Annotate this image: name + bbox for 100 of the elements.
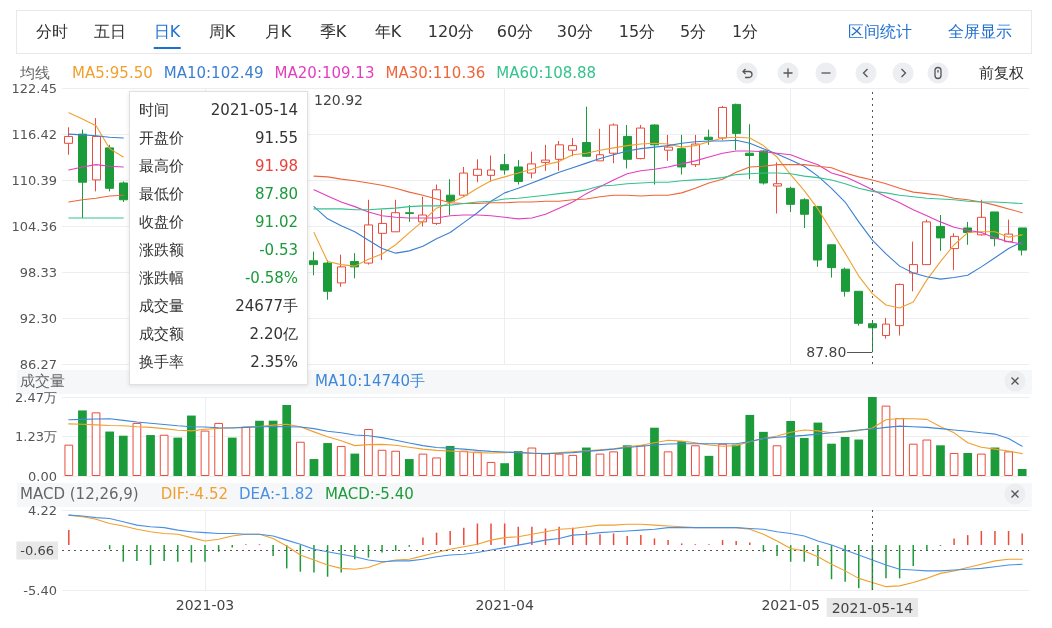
- text: 年K: [374, 21, 402, 43]
- bar: [473, 451, 482, 476]
- text: 15分: [618, 21, 656, 43]
- annotation: 成交额: [139, 324, 184, 344]
- bar: [173, 437, 183, 476]
- candlestick: [990, 211, 999, 247]
- candlestick: [882, 317, 890, 340]
- bar: [799, 437, 809, 476]
- candlestick: [704, 129, 713, 146]
- text: 60分: [496, 21, 534, 43]
- text: MA10:14740手: [315, 372, 426, 390]
- candlestick: [677, 134, 686, 176]
- annotation: 换手率: [139, 352, 184, 372]
- bar: [908, 443, 918, 476]
- candlestick: [105, 144, 114, 192]
- bar: [786, 420, 796, 476]
- bar: [527, 447, 537, 476]
- bar: [132, 422, 142, 476]
- candlestick: [895, 283, 904, 337]
- bar: [731, 444, 741, 476]
- candlestick: [841, 267, 850, 298]
- candlestick: [555, 140, 564, 172]
- candlestick: [718, 105, 727, 141]
- bar: [840, 436, 850, 476]
- text: MACD:-5.40: [324, 485, 414, 503]
- text: 前复权: [979, 64, 1024, 82]
- candlestick: [582, 106, 591, 158]
- candlestick: [745, 123, 754, 180]
- y-tick-label: 1.23万: [15, 429, 57, 445]
- bar: [609, 451, 618, 476]
- text: 1分: [731, 21, 759, 43]
- bar: [227, 437, 237, 476]
- annotation: 87.80: [255, 184, 298, 204]
- bar: [772, 445, 782, 476]
- text: 五日: [94, 21, 126, 43]
- candlestick: [64, 126, 73, 156]
- annotation: 91.98: [255, 156, 298, 176]
- bar: [377, 449, 387, 476]
- text: 区间统计: [848, 21, 912, 43]
- candlestick: [650, 123, 659, 185]
- bar: [827, 443, 836, 476]
- annotation: 涨跌额: [139, 240, 184, 260]
- bar: [881, 405, 891, 476]
- legend-title: 成交量: [20, 372, 65, 390]
- text: MA20:109.13: [274, 64, 375, 82]
- bar: [513, 451, 523, 476]
- bar: [418, 453, 428, 476]
- annotation: 2021-05-14: [210, 100, 298, 120]
- candlestick: [568, 137, 577, 157]
- candlestick: [78, 129, 87, 219]
- annotation: -0.58%: [244, 268, 298, 288]
- x-tick-label: 2021-04: [475, 597, 534, 613]
- bar: [963, 452, 973, 476]
- candlestick: [854, 290, 863, 327]
- candlestick: [541, 144, 550, 172]
- annotation: 收盘价: [139, 212, 184, 232]
- candlestick: [922, 219, 931, 266]
- x-tick-label: 2021-03: [175, 597, 235, 613]
- candlestick: [337, 254, 346, 288]
- annotation: 时间: [139, 100, 169, 120]
- bar: [1004, 451, 1013, 476]
- y-tick-label: 122.45: [11, 80, 57, 96]
- series-label: DIF:-4.52: [160, 485, 229, 503]
- candlestick: [609, 122, 618, 164]
- bar: [895, 418, 904, 476]
- bar: [159, 434, 169, 476]
- bar: [459, 450, 469, 476]
- bar: [500, 463, 509, 476]
- annotation: 最低价: [139, 184, 184, 204]
- ref-line-label: -0.66: [20, 543, 54, 559]
- bar: [391, 450, 401, 476]
- bar: [582, 447, 591, 476]
- bar: [364, 428, 373, 476]
- text: 30分: [556, 21, 594, 43]
- bar: [636, 445, 646, 476]
- legend-title: 均线: [20, 64, 50, 82]
- y-tick-label: 4.22: [28, 502, 57, 518]
- y-tick-label: 98.33: [19, 264, 57, 280]
- y-tick-label: 110.39: [11, 172, 57, 188]
- candlestick: [309, 251, 318, 276]
- bar: [745, 414, 755, 476]
- candlestick: [1018, 227, 1027, 256]
- y-tick-label: 116.42: [11, 126, 57, 142]
- text: 周K: [208, 21, 236, 43]
- bar: [432, 457, 441, 476]
- bar: [595, 453, 605, 476]
- candlestick: [909, 241, 918, 292]
- annotation: 91.02: [255, 212, 298, 232]
- candlestick: [732, 103, 741, 151]
- annotation: 最高价: [139, 156, 184, 176]
- text: 日K: [153, 21, 181, 49]
- annotation: 91.55: [255, 128, 298, 148]
- y-tick-label: 92.30: [19, 310, 57, 326]
- bar: [282, 405, 292, 476]
- annotation: 120.92: [314, 91, 363, 109]
- bar: [78, 410, 87, 476]
- bar: [759, 431, 768, 476]
- candlestick: [405, 204, 414, 223]
- line-series: [68, 514, 1023, 572]
- bar: [404, 459, 414, 476]
